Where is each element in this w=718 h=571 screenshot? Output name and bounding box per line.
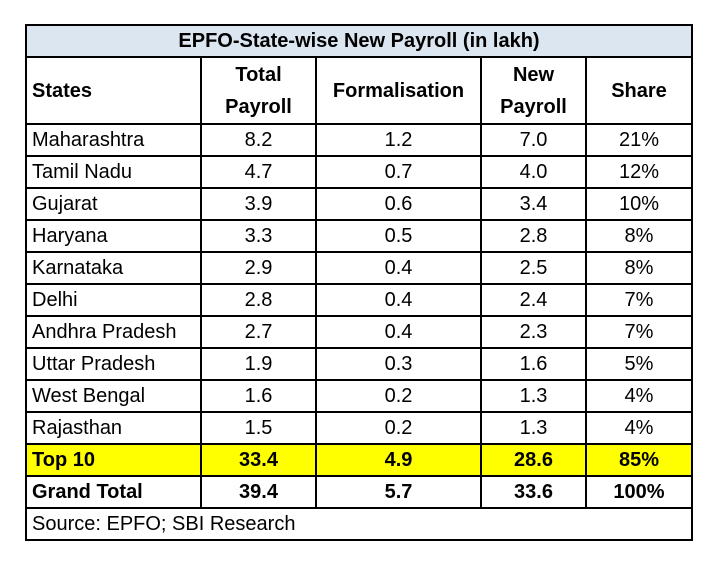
table-row: Andhra Pradesh 2.7 0.4 2.3 7%	[25, 315, 693, 349]
table-cell: 7.0	[480, 123, 587, 157]
source-note: Source: EPFO; SBI Research	[25, 507, 693, 541]
table-cell: 8.2	[200, 123, 317, 157]
row-label: Karnataka	[25, 251, 202, 285]
table-row: Haryana 3.3 0.5 2.8 8%	[25, 219, 693, 253]
table-cell: 21%	[585, 123, 693, 157]
table-cell: 100%	[585, 475, 693, 509]
table-cell: 1.6	[480, 347, 587, 381]
table-cell: 0.4	[315, 315, 482, 349]
table-cell: 1.9	[200, 347, 317, 381]
table-cell: 1.5	[200, 411, 317, 445]
table-row: Rajasthan 1.5 0.2 1.3 4%	[25, 411, 693, 445]
table-row: West Bengal 1.6 0.2 1.3 4%	[25, 379, 693, 413]
table-cell: 0.3	[315, 347, 482, 381]
table-cell: 0.7	[315, 155, 482, 189]
table-cell: 3.3	[200, 219, 317, 253]
row-label: Top 10	[25, 443, 202, 477]
table-cell: 3.9	[200, 187, 317, 221]
table-row: Delhi 2.8 0.4 2.4 7%	[25, 283, 693, 317]
table-cell: 1.3	[480, 411, 587, 445]
row-label: Haryana	[25, 219, 202, 253]
table-row: Uttar Pradesh 1.9 0.3 1.6 5%	[25, 347, 693, 381]
table-cell: 3.4	[480, 187, 587, 221]
column-header: Total Payroll	[200, 56, 317, 125]
table-cell: 4%	[585, 411, 693, 445]
column-header: Share	[585, 56, 693, 125]
table-row: Maharashtra 8.2 1.2 7.0 21%	[25, 123, 693, 157]
table-cell: 2.3	[480, 315, 587, 349]
table-cell: 10%	[585, 187, 693, 221]
table-cell: 7%	[585, 315, 693, 349]
table-cell: 4.7	[200, 155, 317, 189]
row-label: Rajasthan	[25, 411, 202, 445]
table-row: Tamil Nadu 4.7 0.7 4.0 12%	[25, 155, 693, 189]
table-cell: 0.2	[315, 411, 482, 445]
table-cell: 4.0	[480, 155, 587, 189]
column-header: New Payroll	[480, 56, 587, 125]
table-cell: 85%	[585, 443, 693, 477]
table-cell: 39.4	[200, 475, 317, 509]
row-label: Uttar Pradesh	[25, 347, 202, 381]
row-label: West Bengal	[25, 379, 202, 413]
table-cell: 2.8	[480, 219, 587, 253]
table-cell: 1.2	[315, 123, 482, 157]
table-cell: 12%	[585, 155, 693, 189]
payroll-table: EPFO-State-wise New Payroll (in lakh) St…	[25, 24, 693, 541]
column-header: Formalisation	[315, 56, 482, 125]
table-cell: 33.4	[200, 443, 317, 477]
table-row: Gujarat 3.9 0.6 3.4 10%	[25, 187, 693, 221]
table-cell: 0.5	[315, 219, 482, 253]
row-label: Andhra Pradesh	[25, 315, 202, 349]
grand-total-row: Grand Total 39.4 5.7 33.6 100%	[25, 475, 693, 509]
row-label: Gujarat	[25, 187, 202, 221]
table-cell: 0.4	[315, 283, 482, 317]
table-cell: 5%	[585, 347, 693, 381]
column-header: States	[25, 56, 202, 125]
table-row: Karnataka 2.9 0.4 2.5 8%	[25, 251, 693, 285]
table-cell: 2.5	[480, 251, 587, 285]
row-label: Grand Total	[25, 475, 202, 509]
table-cell: 2.4	[480, 283, 587, 317]
row-label: Delhi	[25, 283, 202, 317]
top10-row: Top 10 33.4 4.9 28.6 85%	[25, 443, 693, 477]
table-cell: 2.7	[200, 315, 317, 349]
row-label: Tamil Nadu	[25, 155, 202, 189]
table-cell: 2.8	[200, 283, 317, 317]
row-label: Maharashtra	[25, 123, 202, 157]
table-title: EPFO-State-wise New Payroll (in lakh)	[25, 24, 693, 58]
table-cell: 2.9	[200, 251, 317, 285]
table-cell: 0.2	[315, 379, 482, 413]
table-cell: 4%	[585, 379, 693, 413]
table-cell: 7%	[585, 283, 693, 317]
table-cell: 0.6	[315, 187, 482, 221]
source-row: Source: EPFO; SBI Research	[25, 507, 693, 541]
table-cell: 1.6	[200, 379, 317, 413]
table-cell: 0.4	[315, 251, 482, 285]
table-cell: 4.9	[315, 443, 482, 477]
table-cell: 8%	[585, 251, 693, 285]
table-cell: 28.6	[480, 443, 587, 477]
table-cell: 8%	[585, 219, 693, 253]
table-cell: 5.7	[315, 475, 482, 509]
table-cell: 33.6	[480, 475, 587, 509]
table-cell: 1.3	[480, 379, 587, 413]
